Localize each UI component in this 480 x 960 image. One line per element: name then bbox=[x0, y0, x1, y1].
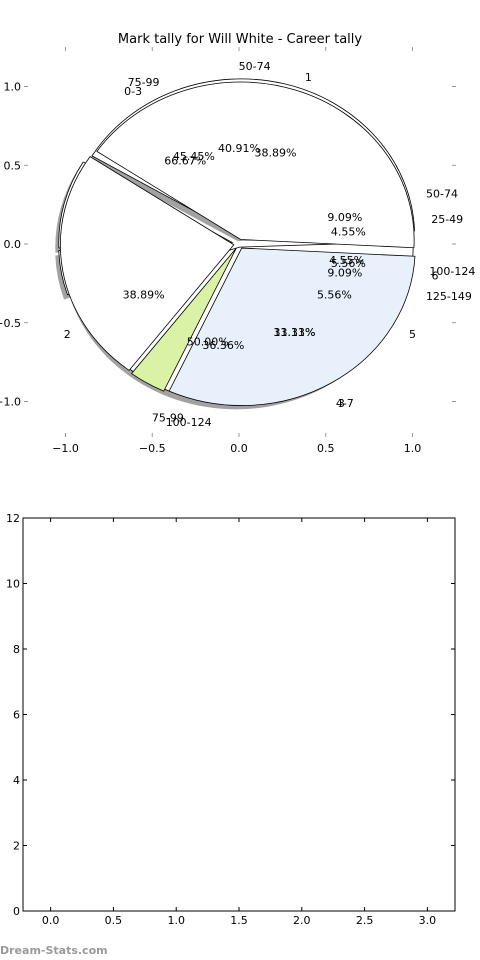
pie-y-tick-label: −0.5 bbox=[0, 317, 21, 330]
pie-percent-label: 33.33% bbox=[274, 326, 316, 339]
pie-chart-title: Mark tally for Will White - Career tally bbox=[118, 32, 362, 47]
pie-y-tick-label: 1.0 bbox=[4, 81, 22, 94]
pie-percent-label: 5.56% bbox=[317, 288, 352, 301]
pie-percent-label: 45.45% bbox=[173, 150, 215, 163]
empty-scatter-chart: 0.0 0.5 1.0 1.5 2.0 2.5 3.0 0 2 4 6 8 10 12 bbox=[6, 512, 456, 927]
pie-slice-label: 1 bbox=[305, 71, 312, 84]
pie-percent-label: 4.55% bbox=[329, 254, 364, 267]
pie-slice-label: 2 bbox=[64, 328, 71, 341]
scatter-x-tick-label: 0.0 bbox=[42, 914, 60, 927]
pie-percent-label: 36.36% bbox=[202, 339, 244, 352]
scatter-y-tick-label: 10 bbox=[6, 578, 20, 591]
pie-x-tick-label: 1.0 bbox=[404, 442, 422, 455]
scatter-y-tick-label: 8 bbox=[13, 643, 20, 656]
pie-slice-label: 100-124 bbox=[166, 416, 212, 429]
scatter-plot-frame bbox=[22, 517, 456, 912]
pie-slice-label: 75-99 bbox=[128, 76, 160, 89]
pie-percent-label: 40.91% bbox=[218, 142, 260, 155]
pie-chart: −1.0 −0.5 0.0 0.5 1.0 1.0 0.5 0.0 −0.5 −1.0 1 50-74… bbox=[0, 47, 475, 455]
pie-x-tick-label: 0.0 bbox=[230, 442, 248, 455]
pie-slice-label: 4-7 bbox=[336, 397, 354, 410]
pie-slice-label: 0-3 bbox=[124, 85, 142, 98]
scatter-x-tick-label: 1.0 bbox=[167, 914, 185, 927]
pie-slice-label: 3 bbox=[338, 397, 345, 410]
scatter-y-tick-label: 6 bbox=[13, 709, 20, 722]
pie-slice-label: 25-49 bbox=[431, 213, 463, 226]
scatter-x-tick-label: 2.5 bbox=[356, 914, 374, 927]
watermark: Dream-Stats.com bbox=[0, 944, 108, 957]
pie-percent-label: 4.55% bbox=[331, 225, 366, 238]
pie-series-b-slice bbox=[96, 81, 415, 249]
pie-slice-label: 50-74 bbox=[239, 60, 271, 73]
pie-percent-label: 9.09% bbox=[327, 211, 362, 224]
pie-slice-label: 75-99 bbox=[152, 411, 184, 424]
pie-x-tick-label: −1.0 bbox=[52, 442, 79, 455]
pie-slice-label: 6 bbox=[432, 270, 439, 283]
pie-y-tick-label: 0.5 bbox=[4, 159, 22, 172]
scatter-y-tick-label: 2 bbox=[13, 840, 20, 853]
pie-y-tick-label: 0.0 bbox=[4, 238, 22, 251]
pie-percent-label: 66.67% bbox=[164, 155, 206, 168]
pie-percent-label: 50.00% bbox=[187, 336, 229, 349]
pie-percent-label: 38.89% bbox=[254, 147, 296, 160]
scatter-x-tick-label: 0.5 bbox=[105, 914, 123, 927]
pie-slice-label: 50-74 bbox=[426, 188, 458, 201]
pie-x-tick-label: −0.5 bbox=[139, 442, 166, 455]
pie-percent-label: 38.89% bbox=[123, 288, 165, 301]
scatter-y-tick-label: 4 bbox=[13, 774, 20, 787]
scatter-x-tick-label: 2.0 bbox=[293, 914, 311, 927]
pie-slice-label: 5 bbox=[409, 328, 416, 341]
pie-percent-label: 11.11% bbox=[274, 326, 316, 339]
scatter-y-tick-label: 12 bbox=[6, 512, 20, 525]
pie-series-b-slice bbox=[60, 156, 235, 371]
pie-series-b-slice bbox=[168, 247, 416, 406]
scatter-y-tick-label: 0 bbox=[13, 905, 20, 918]
pie-series-b-slice bbox=[130, 247, 237, 392]
scatter-x-tick-label: 1.5 bbox=[230, 914, 248, 927]
pie-y-tick-label: −1.0 bbox=[0, 396, 21, 409]
pie-x-tick-label: 0.5 bbox=[317, 442, 335, 455]
pie-percent-label: 9.09% bbox=[327, 266, 362, 279]
scatter-x-tick-label: 3.0 bbox=[419, 914, 437, 927]
pie-slice-label: 125-149 bbox=[426, 290, 472, 303]
pie-percent-label: 5.56% bbox=[331, 257, 366, 270]
pie-slice-label: 100-124 bbox=[429, 265, 475, 278]
